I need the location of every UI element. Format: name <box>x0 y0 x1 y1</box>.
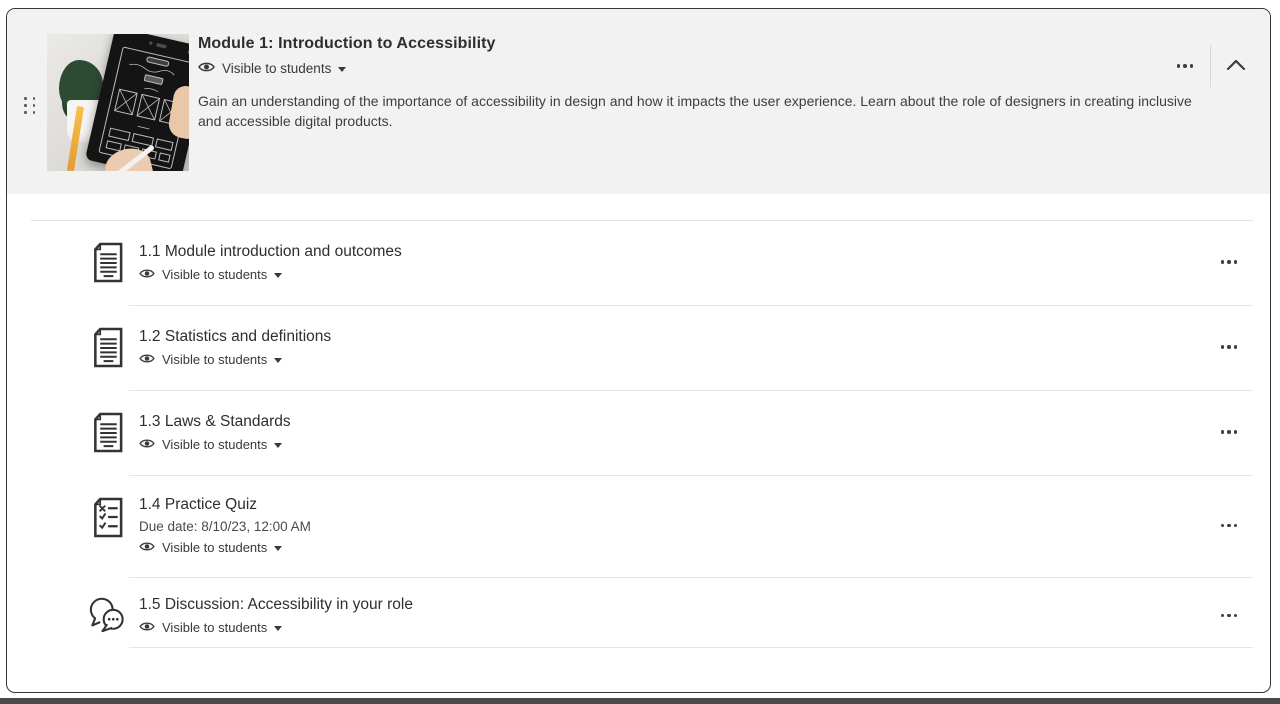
item-visibility-dropdown[interactable]: Visible to students <box>139 540 283 555</box>
eye-icon <box>139 620 155 635</box>
content-item-row[interactable]: 1.3 Laws & Standards Visible to students <box>31 391 1253 475</box>
ellipsis-icon <box>1220 523 1238 528</box>
caret-down-icon <box>274 442 283 448</box>
drag-handle-icon[interactable] <box>24 97 37 115</box>
content-item-row[interactable]: 1.1 Module introduction and outcomes Vis… <box>31 221 1253 305</box>
window-bottom-edge <box>0 698 1280 704</box>
caret-down-icon <box>274 272 283 278</box>
eye-icon <box>139 540 155 555</box>
caret-down-icon <box>274 357 283 363</box>
discussion-icon <box>85 597 129 633</box>
divider <box>129 305 1253 306</box>
eye-icon <box>198 61 215 76</box>
module-card: Module 1: Introduction to Accessibility … <box>6 8 1271 693</box>
module-description: Gain an understanding of the importance … <box>198 93 1192 129</box>
quiz-icon <box>85 497 129 538</box>
module-header-actions <box>1163 43 1258 89</box>
module-title[interactable]: Module 1: Introduction to Accessibility <box>198 35 496 52</box>
document-icon <box>85 327 129 368</box>
item-title[interactable]: 1.5 Discussion: Accessibility in your ro… <box>139 596 413 613</box>
item-visibility-dropdown[interactable]: Visible to students <box>139 266 283 282</box>
item-due-date: Due date: 8/10/23, 12:00 AM <box>139 519 311 534</box>
item-visibility-dropdown[interactable]: Visible to students <box>139 436 283 452</box>
divider <box>1210 45 1211 87</box>
item-visibility-dropdown[interactable]: Visible to students <box>139 620 283 635</box>
chevron-up-icon <box>1226 59 1246 74</box>
item-menu-button[interactable] <box>1211 511 1247 541</box>
item-visibility-label: Visible to students <box>162 266 268 282</box>
content-item-row[interactable]: 1.5 Discussion: Accessibility in your ro… <box>31 578 1253 647</box>
document-icon <box>85 242 129 283</box>
document-icon <box>85 412 129 453</box>
divider <box>129 577 1253 578</box>
caret-down-icon <box>274 546 283 551</box>
ellipsis-icon <box>1220 260 1238 264</box>
item-title[interactable]: 1.3 Laws & Standards <box>139 412 291 430</box>
divider <box>31 220 1253 221</box>
caret-down-icon <box>274 626 283 631</box>
module-menu-button[interactable] <box>1163 44 1207 88</box>
ellipsis-icon <box>1220 430 1238 434</box>
divider <box>129 475 1253 476</box>
item-title[interactable]: 1.1 Module introduction and outcomes <box>139 242 402 260</box>
content-item-row[interactable]: 1.2 Statistics and definitions Visible t… <box>31 306 1253 390</box>
ellipsis-icon <box>1220 345 1238 349</box>
item-visibility-label: Visible to students <box>162 351 268 367</box>
item-menu-button[interactable] <box>1211 247 1247 277</box>
item-visibility-label: Visible to students <box>162 436 268 452</box>
eye-icon <box>139 437 155 452</box>
content-item-row[interactable]: 1.4 Practice Quiz Due date: 8/10/23, 12:… <box>31 476 1253 577</box>
item-menu-button[interactable] <box>1211 417 1247 447</box>
ellipsis-icon <box>1176 64 1194 68</box>
divider <box>129 390 1253 391</box>
module-visibility-label: Visible to students <box>222 61 332 76</box>
module-header: Module 1: Introduction to Accessibility … <box>7 9 1270 194</box>
ellipsis-icon <box>1220 613 1238 618</box>
item-menu-button[interactable] <box>1211 601 1247 631</box>
eye-icon <box>139 352 155 367</box>
item-visibility-label: Visible to students <box>162 620 268 635</box>
collapse-module-button[interactable] <box>1214 44 1258 88</box>
module-thumbnail <box>47 34 189 171</box>
eye-icon <box>139 267 155 282</box>
divider <box>129 647 1253 648</box>
item-visibility-label: Visible to students <box>162 540 268 555</box>
item-title[interactable]: 1.2 Statistics and definitions <box>139 327 332 345</box>
item-menu-button[interactable] <box>1211 332 1247 362</box>
caret-down-icon <box>338 67 347 72</box>
item-title[interactable]: 1.4 Practice Quiz <box>139 496 258 513</box>
item-visibility-dropdown[interactable]: Visible to students <box>139 351 283 367</box>
module-content-list: 1.1 Module introduction and outcomes Vis… <box>31 220 1253 648</box>
module-visibility-dropdown[interactable]: Visible to students <box>198 61 347 76</box>
